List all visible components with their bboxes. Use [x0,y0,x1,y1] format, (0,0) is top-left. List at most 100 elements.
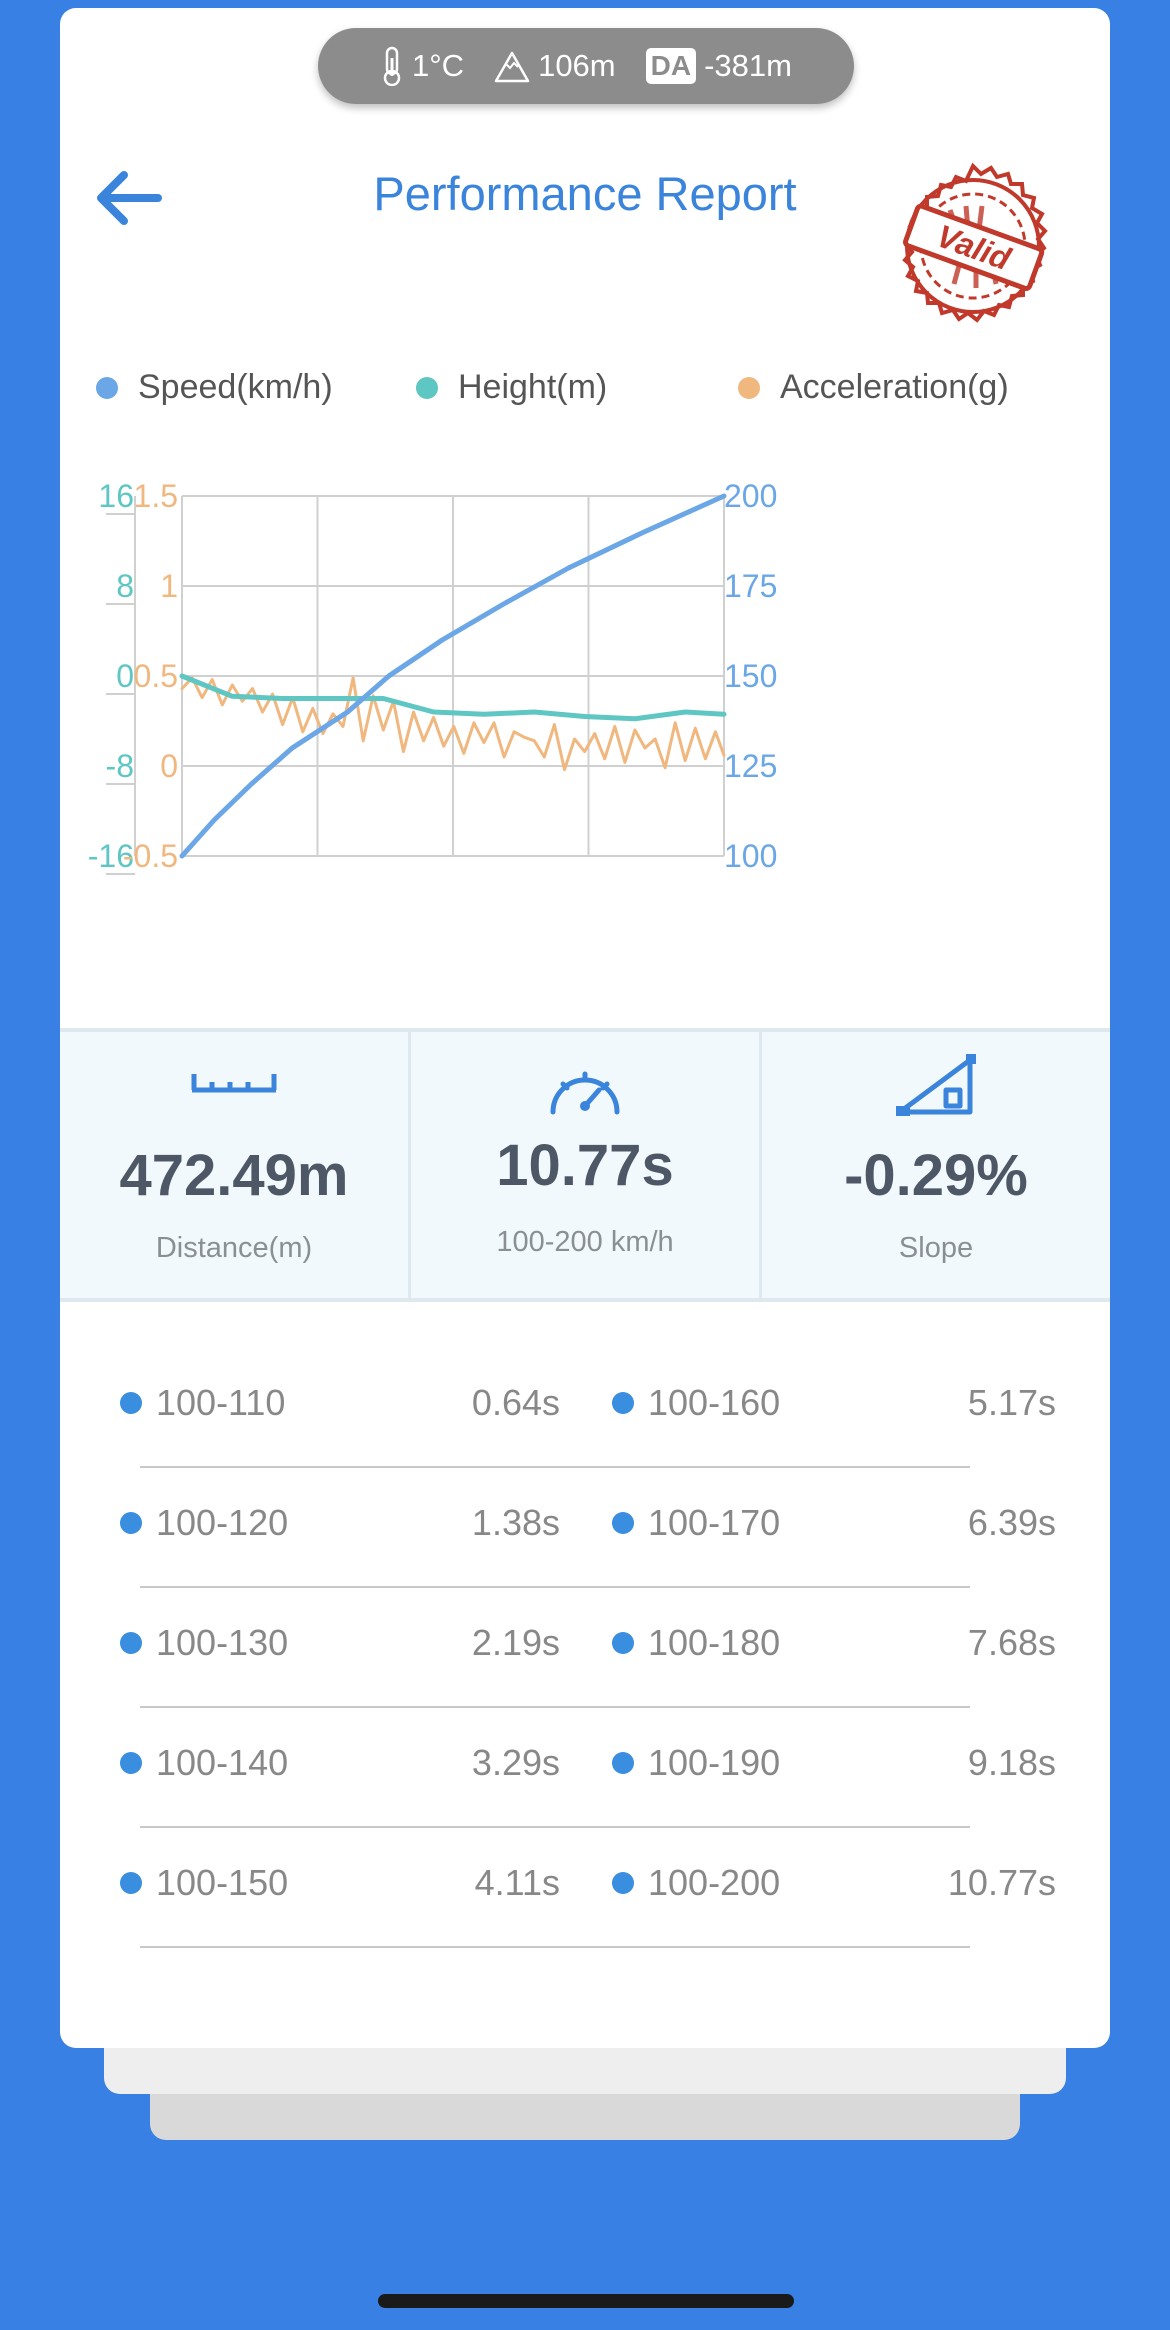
split-cell-right: 100-200 10.77s [612,1862,1056,1904]
split-row: 100-130 2.19s 100-180 7.68s [120,1588,1056,1708]
acceleration-tick-label: 1 [160,568,178,604]
da-badge: DA [645,48,697,84]
ruler-icon [191,1074,277,1093]
split-cell-right: 100-180 7.68s [612,1622,1056,1664]
acceleration-tick-label: -0.5 [123,838,178,874]
bullet-dot [612,1632,634,1654]
split-time: 6.39s [967,1502,1056,1543]
report-card: 1°C 106m DA -381m Performance Report [60,8,1110,2048]
thermometer-icon [383,46,401,86]
bullet-dot [612,1512,634,1534]
split-label: 100-120 [156,1502,289,1543]
split-time: 2.19s [471,1622,560,1663]
legend-speed[interactable]: Speed(km/h) [96,368,333,407]
bullet-dot [612,1872,634,1894]
summary-stats: 472.49m Distance(m) 10.77s 100-200 km/h [60,1028,1110,1302]
split-cell-right: 100-170 6.39s [612,1502,1056,1544]
acceleration-tick-label: 0 [160,748,178,784]
split-cell-right: 100-160 5.17s [612,1382,1056,1424]
split-time: 5.17s [967,1382,1056,1423]
chart-legend: Speed(km/h) Height(m) Acceleration(g) [60,368,1110,428]
bullet-dot [612,1392,634,1414]
bullet-dot [612,1752,634,1774]
legend-height-label: Height(m) [458,368,608,406]
bullet-dot [120,1392,142,1414]
speed-tick-label: 150 [724,658,777,694]
time-stat: 10.77s 100-200 km/h [408,1032,759,1298]
split-time: 7.68s [967,1622,1056,1663]
altitude-group: 106m [494,48,616,84]
legend-height-swatch [416,376,438,399]
split-label: 100-110 [156,1382,286,1423]
split-cell-right: 100-190 9.18s [612,1742,1056,1784]
split-times-list: 100-110 0.64s 100-160 5.17s 100-120 1.38s 100-… [60,1348,1110,1948]
split-time: 0.64s [471,1382,560,1423]
legend-acceleration-swatch [738,376,760,399]
legend-speed-swatch [96,376,118,399]
bullet-dot [120,1752,142,1774]
conditions-pill: 1°C 106m DA -381m [318,28,854,104]
speed-tick-label: 200 [724,478,777,514]
height-tick-label: 0 [116,658,134,694]
split-cell-left: 100-110 0.64s [120,1382,560,1424]
bullet-dot [120,1872,142,1894]
acceleration-tick-label: 1.5 [134,478,178,514]
acceleration-tick-label: 0.5 [134,658,178,694]
density-altitude-group: DA -381m [645,48,792,84]
height-tick-label: 16 [98,478,134,514]
split-label: 100-160 [648,1382,781,1423]
split-time: 10.77s [947,1862,1056,1903]
mountain-icon [494,51,530,83]
split-label: 100-150 [156,1862,289,1903]
slope-value: -0.29% [844,1143,1028,1208]
split-label: 100-190 [648,1742,781,1783]
speed-tick-label: 100 [724,838,777,874]
legend-acceleration-label: Acceleration(g) [780,368,1009,406]
split-label: 100-140 [156,1742,289,1783]
split-label: 100-130 [156,1622,289,1663]
distance-value: 472.49m [119,1143,349,1208]
split-row: 100-140 3.29s 100-190 9.18s [120,1708,1056,1828]
height-series-line [179,673,727,722]
speed-tick-label: 175 [724,568,777,604]
slope-stat: -0.29% Slope [759,1032,1110,1298]
speedometer-icon [550,1071,620,1115]
acceleration-series-line [180,676,726,772]
time-value: 10.77s [496,1133,674,1198]
back-button[interactable] [88,158,168,238]
slope-icon [896,1054,976,1116]
time-label: 100-200 km/h [496,1226,674,1258]
home-indicator[interactable] [378,2294,794,2308]
slope-label: Slope [898,1232,974,1264]
distance-label: Distance(m) [155,1232,313,1264]
temperature-group: 1°C [380,46,464,86]
legend-speed-label: Speed(km/h) [138,368,333,406]
height-tick-label: -8 [106,748,134,784]
bullet-dot [120,1632,142,1654]
split-cell-left: 100-130 2.19s [120,1622,560,1664]
height-tick-label: -16 [88,838,134,874]
split-time: 3.29s [471,1742,560,1783]
split-row: 100-150 4.11s 100-200 10.77s [120,1828,1056,1948]
distance-stat: 472.49m Distance(m) [60,1032,408,1298]
split-row: 100-110 0.64s 100-160 5.17s [120,1348,1056,1468]
height-tick-label: 8 [116,568,134,604]
bullet-dot [120,1512,142,1534]
density-altitude-value: -381m [704,48,792,83]
valid-stamp: Valid [902,162,1048,323]
split-cell-left: 100-150 4.11s [120,1862,560,1904]
split-row: 100-120 1.38s 100-170 6.39s [120,1468,1056,1588]
speed-series-line [179,493,727,859]
split-time: 4.11s [474,1862,560,1903]
legend-height[interactable]: Height(m) [416,368,607,407]
page-title: Performance Report [373,167,797,220]
split-time: 1.38s [471,1502,560,1543]
split-label: 100-170 [648,1502,781,1543]
arrow-left-icon [97,171,162,225]
split-time: 9.18s [967,1742,1056,1783]
altitude-value: 106m [538,48,616,83]
split-cell-left: 100-120 1.38s [120,1502,560,1544]
legend-acceleration[interactable]: Acceleration(g) [738,368,1009,407]
temperature-value: 1°C [412,48,465,83]
